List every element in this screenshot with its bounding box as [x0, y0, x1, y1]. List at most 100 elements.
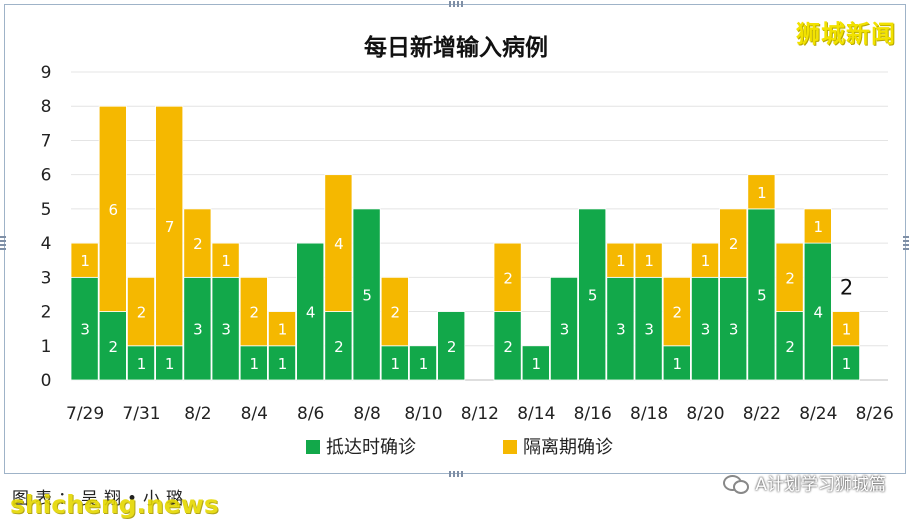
bar-value-label: 1 — [250, 355, 260, 373]
bar-value-label: 2 — [109, 338, 119, 356]
bar-quarantine-segment — [211, 242, 240, 278]
bar-local-segment — [775, 311, 804, 381]
bar-quarantine-segment — [606, 242, 635, 278]
bar-quarantine-segment — [747, 174, 776, 210]
bar-value-label: 2 — [785, 269, 795, 287]
bar-value-label: 1 — [842, 355, 852, 373]
bar-quarantine-segment — [183, 208, 212, 278]
x-tick-label: 8/18 — [630, 404, 668, 424]
bar-local-segment — [267, 345, 296, 381]
bar-value-label: 3 — [616, 321, 626, 339]
y-tick-label: 9 — [41, 63, 52, 83]
bar-quarantine-segment — [98, 105, 127, 312]
legend-label-local: 抵达时确诊 — [326, 437, 416, 458]
x-tick-label: 8/14 — [517, 404, 555, 424]
bar-quarantine-segment — [155, 105, 184, 347]
legend-swatch-quarantine — [503, 440, 517, 454]
bar-local-segment — [155, 345, 184, 381]
bar-value-label: 1 — [391, 355, 401, 373]
bar-local-segment — [98, 311, 127, 381]
bar-value-label: 2 — [137, 304, 147, 322]
x-tick-label: 8/6 — [297, 404, 324, 424]
bar-value-label: 1 — [80, 252, 90, 270]
x-tick-label: 8/16 — [574, 404, 612, 424]
chart-title: 每日新增输入病例 — [364, 34, 548, 61]
y-tick-label: 0 — [41, 371, 52, 391]
y-tick-label: 3 — [41, 268, 52, 288]
bar-local-segment — [719, 276, 748, 381]
bar-value-label: 1 — [221, 252, 231, 270]
chart-legend: 抵达时确诊 隔离期确诊 — [306, 437, 613, 458]
bar-local-segment — [691, 276, 720, 381]
bar-value-label: 4 — [306, 304, 316, 322]
bar-quarantine-segment — [662, 276, 691, 347]
bar-value-label: 2 — [447, 338, 457, 356]
wechat-icon — [723, 473, 750, 494]
total-annotation: 2 — [840, 276, 853, 300]
resize-handle-top[interactable] — [449, 1, 463, 7]
y-tick-label: 6 — [41, 166, 52, 186]
bar-value-label: 2 — [334, 338, 344, 356]
bar-value-label: 7 — [165, 218, 175, 236]
bar-value-label: 2 — [391, 304, 401, 322]
bar-local-segment — [239, 345, 268, 381]
brand-logo: 狮城新闻 — [796, 20, 896, 48]
bar-value-label: 5 — [757, 286, 767, 304]
bar-local-segment — [662, 345, 691, 381]
bar-local-segment — [324, 311, 353, 381]
resize-handle-bottom[interactable] — [449, 471, 463, 477]
bar-quarantine-segment — [267, 311, 296, 347]
legend-swatch-local — [306, 440, 320, 454]
bar-value-label: 1 — [842, 321, 852, 339]
resize-handle-left[interactable] — [0, 236, 6, 250]
bar-value-label: 3 — [560, 321, 570, 339]
bar-local-segment — [550, 276, 579, 381]
y-tick-label: 7 — [41, 131, 52, 151]
bar-value-label: 1 — [278, 321, 288, 339]
y-tick-label: 5 — [41, 200, 52, 220]
bar-value-label: 2 — [503, 269, 513, 287]
bar-local-segment — [183, 276, 212, 381]
bar-local-segment — [380, 345, 409, 381]
x-tick-label: 8/24 — [799, 404, 837, 424]
bar-value-label: 3 — [80, 321, 90, 339]
y-tick-label: 1 — [41, 337, 52, 357]
y-tick-label: 4 — [41, 234, 52, 254]
wechat-account-name: A计划学习狮城篇 — [755, 475, 886, 495]
bar-local-segment — [437, 311, 466, 381]
bar-quarantine-segment — [127, 276, 156, 347]
bar-value-label: 1 — [814, 218, 824, 236]
bar-quarantine-segment — [239, 276, 268, 347]
bar-value-label: 1 — [419, 355, 429, 373]
bar-value-label: 2 — [503, 338, 513, 356]
bar-value-label: 1 — [644, 252, 654, 270]
bar-quarantine-segment — [803, 208, 832, 244]
x-tick-label: 7/29 — [66, 404, 104, 424]
bar-value-label: 3 — [644, 321, 654, 339]
bar-quarantine-segment — [634, 242, 663, 278]
bar-local-segment — [521, 345, 550, 381]
bar-local-segment — [211, 276, 240, 381]
bar-local-segment — [70, 276, 99, 381]
y-tick-label: 8 — [41, 97, 52, 117]
bar-local-segment — [296, 242, 325, 381]
bar-value-label: 3 — [221, 321, 231, 339]
bar-quarantine-segment — [832, 311, 861, 347]
bar-value-label: 4 — [334, 235, 344, 253]
bar-value-label: 2 — [729, 235, 739, 253]
x-tick-label: 8/10 — [404, 404, 442, 424]
bar-local-segment — [352, 208, 381, 381]
bar-value-label: 5 — [588, 286, 598, 304]
bar-value-label: 1 — [616, 252, 626, 270]
bar-value-label: 3 — [193, 321, 203, 339]
bar-value-label: 1 — [673, 355, 683, 373]
bar-quarantine-segment — [719, 208, 748, 278]
bar-local-segment — [803, 242, 832, 381]
bar-quarantine-segment — [324, 174, 353, 312]
x-tick-label: 8/4 — [241, 404, 268, 424]
bar-value-label: 2 — [673, 304, 683, 322]
bar-value-label: 2 — [193, 235, 203, 253]
bar-value-label: 1 — [165, 355, 175, 373]
resize-handle-right[interactable] — [903, 236, 909, 250]
